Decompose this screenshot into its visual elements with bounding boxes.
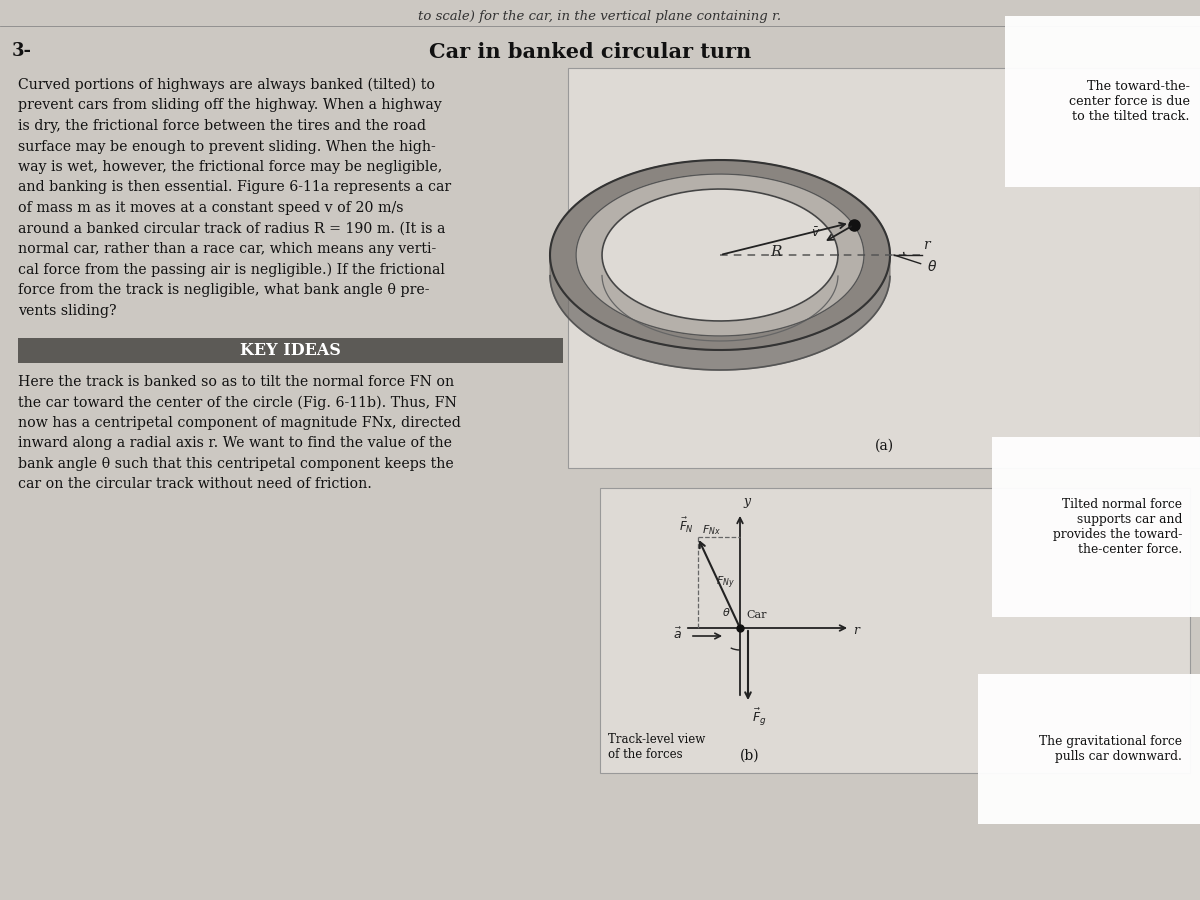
Text: prevent cars from sliding off the highway. When a highway: prevent cars from sliding off the highwa…: [18, 98, 442, 112]
FancyBboxPatch shape: [600, 488, 1190, 773]
Text: the car toward the center of the circle (Fig. 6-11b). Thus, FN: the car toward the center of the circle …: [18, 395, 457, 410]
Text: (b): (b): [740, 749, 760, 763]
Text: of mass m as it moves at a constant speed v of 20 m/s: of mass m as it moves at a constant spee…: [18, 201, 403, 215]
Text: 3-: 3-: [12, 42, 32, 60]
Text: r: r: [853, 624, 859, 636]
Text: Car: Car: [746, 610, 767, 620]
Text: $\theta$: $\theta$: [928, 259, 937, 274]
Text: $\vec{a}$: $\vec{a}$: [672, 626, 682, 642]
Text: Tilted normal force
supports car and
provides the toward-
the-center force.: Tilted normal force supports car and pro…: [1052, 498, 1182, 556]
Text: bank angle θ such that this centripetal component keeps the: bank angle θ such that this centripetal …: [18, 457, 454, 471]
Text: $\vec{F}_N$: $\vec{F}_N$: [679, 517, 694, 535]
Text: is dry, the frictional force between the tires and the road: is dry, the frictional force between the…: [18, 119, 426, 133]
Text: to scale) for the car, in the vertical plane containing r.: to scale) for the car, in the vertical p…: [419, 10, 781, 23]
Text: Curved portions of highways are always banked (tilted) to: Curved portions of highways are always b…: [18, 78, 436, 93]
Text: (a): (a): [875, 439, 894, 453]
FancyBboxPatch shape: [18, 338, 563, 363]
Text: way is wet, however, the frictional force may be negligible,: way is wet, however, the frictional forc…: [18, 160, 443, 174]
Text: $F_{Nx}$: $F_{Nx}$: [702, 524, 721, 537]
Text: r: r: [923, 238, 930, 252]
Text: normal car, rather than a race car, which means any verti-: normal car, rather than a race car, whic…: [18, 242, 437, 256]
Text: $\vec{F}_g$: $\vec{F}_g$: [752, 707, 767, 728]
Text: car on the circular track without need of friction.: car on the circular track without need o…: [18, 478, 372, 491]
Polygon shape: [550, 256, 890, 370]
Text: inward along a radial axis r. We want to find the value of the: inward along a radial axis r. We want to…: [18, 436, 452, 451]
Text: surface may be enough to prevent sliding. When the high-: surface may be enough to prevent sliding…: [18, 140, 436, 154]
Text: $\bar{v}$: $\bar{v}$: [811, 227, 821, 240]
Polygon shape: [550, 160, 890, 350]
Text: Car in banked circular turn: Car in banked circular turn: [428, 42, 751, 62]
Text: R: R: [770, 245, 782, 259]
Text: The gravitational force
pulls car downward.: The gravitational force pulls car downwa…: [1039, 735, 1182, 763]
Text: $\theta$: $\theta$: [721, 606, 731, 618]
Text: now has a centripetal component of magnitude FNx, directed: now has a centripetal component of magni…: [18, 416, 461, 430]
Text: and banking is then essential. Figure 6-11a represents a car: and banking is then essential. Figure 6-…: [18, 181, 451, 194]
Text: vents sliding?: vents sliding?: [18, 303, 116, 318]
Text: Track-level view
of the forces: Track-level view of the forces: [608, 733, 706, 761]
Text: cal force from the passing air is negligible.) If the frictional: cal force from the passing air is neglig…: [18, 263, 445, 277]
Text: y: y: [743, 495, 750, 508]
Text: around a banked circular track of radius R = 190 m. (It is a: around a banked circular track of radius…: [18, 221, 445, 236]
Text: KEY IDEAS: KEY IDEAS: [240, 342, 341, 359]
Polygon shape: [576, 174, 864, 336]
Text: The toward-the-
center force is due
to the tilted track.: The toward-the- center force is due to t…: [1069, 80, 1190, 123]
Text: Here the track is banked so as to tilt the normal force FN on: Here the track is banked so as to tilt t…: [18, 375, 454, 389]
Polygon shape: [602, 189, 838, 321]
FancyBboxPatch shape: [568, 68, 1200, 468]
Text: force from the track is negligible, what bank angle θ pre-: force from the track is negligible, what…: [18, 283, 430, 297]
Text: $F_{Ny}$: $F_{Ny}$: [716, 574, 734, 591]
